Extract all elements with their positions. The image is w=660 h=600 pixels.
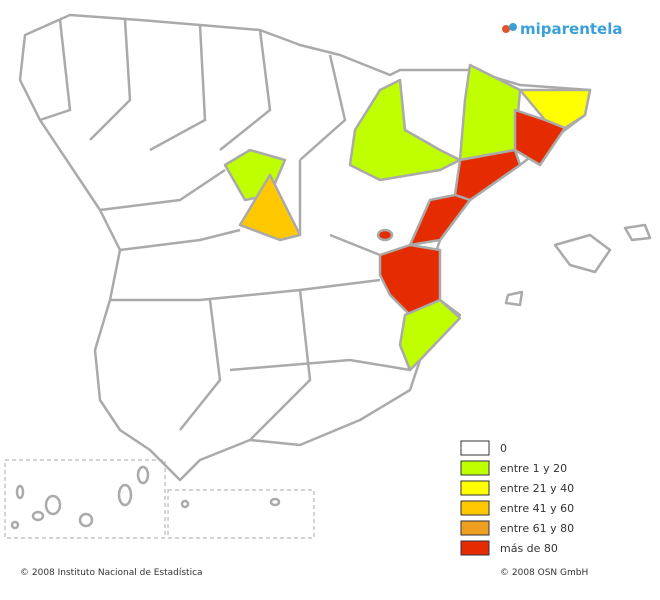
- legend-label: entre 1 y 20: [500, 462, 567, 475]
- region-yellow: [518, 88, 592, 130]
- canary-islands: [10, 465, 281, 530]
- footer-left: © 2008 Instituto Nacional de Estadística: [20, 568, 203, 578]
- region-green: [398, 298, 462, 372]
- province-borders: [39, 19, 411, 441]
- legend-swatch: [460, 520, 490, 536]
- logo: miparentela: [502, 20, 623, 38]
- footer-right: © 2008 OSN GmbH: [500, 568, 588, 578]
- legend-label: más de 80: [500, 542, 558, 555]
- region-green: [348, 78, 462, 182]
- legend-swatch: [460, 480, 490, 496]
- balearic-islands: [504, 223, 652, 307]
- legend-swatch: [460, 460, 490, 476]
- legend: 0 entre 1 y 20 entre 21 y 40 entre 41 y 60 e…: [460, 440, 574, 556]
- canary-frames: [4, 459, 315, 539]
- region-green: [458, 63, 522, 162]
- legend-swatch: [460, 500, 490, 516]
- legend-swatch: [460, 440, 490, 456]
- legend-swatch: [460, 540, 490, 556]
- legend-label: entre 21 y 40: [500, 482, 574, 495]
- region-red: [513, 108, 567, 167]
- region-orange: [238, 173, 302, 242]
- region-red: [376, 228, 394, 242]
- region-red: [453, 148, 522, 202]
- legend-label: entre 61 y 80: [500, 522, 574, 535]
- legend-label: 0: [500, 442, 507, 455]
- logo-text: miparentela: [520, 20, 623, 38]
- legend-label: entre 41 y 60: [500, 502, 574, 515]
- region-red: [408, 193, 472, 247]
- spain-map: [4, 13, 652, 539]
